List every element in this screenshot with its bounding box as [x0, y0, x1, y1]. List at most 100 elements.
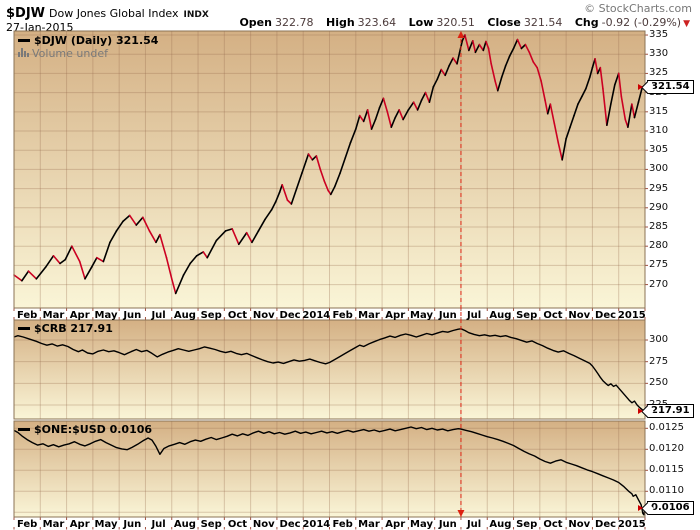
- legend-djw: $DJW (Daily) 321.54: [18, 34, 158, 47]
- y-axis-label: 0.0110: [649, 485, 684, 497]
- y-axis-label: 335: [649, 29, 669, 41]
- high-label: High: [325, 16, 355, 29]
- low-label: Low: [408, 16, 434, 29]
- x-axis-label: Apr: [69, 309, 90, 321]
- y-axis-label: 0.0125: [649, 422, 684, 434]
- x-axis-label: Aug: [173, 518, 196, 530]
- x-axis-label: Jun: [438, 309, 457, 321]
- legend-volume: Volume undef: [18, 47, 108, 60]
- chg-label: Chg: [574, 16, 599, 29]
- x-axis-label: Mar: [42, 309, 65, 321]
- y-axis-label: 305: [649, 144, 669, 156]
- last-price-arrow-icon: [638, 408, 643, 415]
- line-marker-icon: [18, 428, 30, 431]
- x-axis-label: 2014: [302, 518, 331, 530]
- x-axis-label: Mar: [358, 518, 380, 530]
- x-axis-label: Nov: [568, 518, 591, 530]
- x-axis-label: Dec: [595, 518, 617, 530]
- x-axis-label: Jul: [466, 309, 482, 321]
- panel-crb: [13, 319, 648, 420]
- x-axis-label: 2014: [302, 309, 331, 321]
- x-axis-label: Nov: [252, 309, 275, 321]
- x-axis-label: Feb: [332, 518, 353, 530]
- x-axis-label: Aug: [173, 309, 196, 321]
- x-axis-label: May: [410, 518, 433, 530]
- y-axis-label: 280: [649, 240, 669, 252]
- open-value: 322.78: [274, 16, 314, 29]
- volume-bars-icon: [18, 48, 29, 57]
- close-value: 321.54: [523, 16, 563, 29]
- line-marker-icon: [18, 39, 30, 42]
- x-axis-label: Dec: [279, 309, 301, 321]
- vline-top-arrow-icon: [457, 31, 465, 38]
- panel-djw: [13, 30, 648, 309]
- low-value: 320.51: [436, 16, 475, 29]
- x-axis-label: Sep: [516, 518, 538, 530]
- x-axis-label: Nov: [568, 309, 591, 321]
- high-value: 323.64: [357, 16, 397, 29]
- x-axis-label: Jul: [151, 309, 166, 321]
- y-axis-label: 300: [649, 163, 669, 175]
- x-axis-label: Feb: [16, 518, 38, 530]
- x-axis-label: Oct: [227, 518, 248, 530]
- x-axis-label: Sep: [200, 309, 222, 321]
- x-axis-label: Feb: [16, 309, 38, 321]
- line-marker-icon: [18, 327, 30, 330]
- x-axis-label: Jul: [151, 518, 166, 530]
- legend-crb: $CRB 217.91: [18, 322, 113, 335]
- watermark-link[interactable]: © StockCharts.com: [584, 2, 692, 15]
- legend-one-usd-label: $ONE:$USD 0.0106: [34, 423, 153, 436]
- x-axis-label: Apr: [385, 518, 406, 530]
- y-axis-label: 285: [649, 220, 669, 232]
- y-axis-label: 315: [649, 105, 669, 117]
- x-axis-label: Mar: [358, 309, 380, 321]
- symbol-name: Dow Jones Global Index: [49, 7, 179, 20]
- symbol: $DJW: [6, 6, 46, 21]
- x-axis-label: Jun: [123, 518, 142, 530]
- legend-djw-label: $DJW (Daily) 321.54: [34, 34, 159, 47]
- last-price-arrow-icon: [638, 83, 643, 90]
- x-axis-label: Apr: [385, 309, 406, 321]
- symbol-exchange: INDX: [183, 10, 209, 20]
- last-price-tag-djw: 321.54: [638, 79, 694, 94]
- x-axis-label: 2015: [617, 518, 646, 530]
- x-axis-label: May: [94, 309, 118, 321]
- legend-one-usd: $ONE:$USD 0.0106: [18, 423, 152, 436]
- y-axis-label: 295: [649, 182, 669, 194]
- legend-crb-label: $CRB 217.91: [34, 322, 113, 335]
- x-axis-label: Apr: [69, 518, 90, 530]
- header-row-1: $DJW Dow Jones Global Index INDX © StockCh…: [6, 2, 694, 21]
- series-crb-line: [13, 328, 646, 412]
- x-axis-label: Sep: [516, 309, 538, 321]
- x-axis-label: Oct: [227, 309, 248, 321]
- x-axis-label: Sep: [200, 518, 222, 530]
- x-axis-label: Jul: [466, 518, 482, 530]
- y-axis-label: 290: [649, 201, 669, 213]
- y-axis-label: 300: [649, 334, 669, 346]
- series-oneusd-line: [13, 426, 646, 516]
- last-price-tag-one-usd: 0.0106: [638, 501, 694, 516]
- series-djw-line: [13, 34, 646, 295]
- x-axis-label: Aug: [489, 309, 512, 321]
- chg-value: -0.92 (-0.29%): [601, 16, 682, 29]
- last-price-tag-crb: 217.91: [638, 404, 694, 419]
- y-axis-label: 250: [649, 377, 669, 389]
- x-axis-label: Jun: [438, 518, 457, 530]
- x-axis-label: Feb: [332, 309, 353, 321]
- legend-volume-label: Volume undef: [32, 47, 108, 60]
- x-axis-label: Nov: [252, 518, 275, 530]
- x-axis-label: Oct: [543, 309, 563, 321]
- vline-bottom-arrow-icon: [457, 510, 465, 517]
- y-axis-label: 330: [649, 48, 669, 60]
- x-axis-label: Oct: [543, 518, 563, 530]
- last-price-arrow-icon: [638, 505, 643, 512]
- panel-oneusd: [13, 420, 648, 518]
- y-axis-label: 270: [649, 278, 669, 290]
- x-axis-label: Dec: [279, 518, 301, 530]
- x-axis-label: 2015: [617, 309, 646, 321]
- y-axis-label: 275: [649, 355, 669, 367]
- x-axis-label: Mar: [42, 518, 65, 530]
- x-axis-label: Aug: [489, 518, 512, 530]
